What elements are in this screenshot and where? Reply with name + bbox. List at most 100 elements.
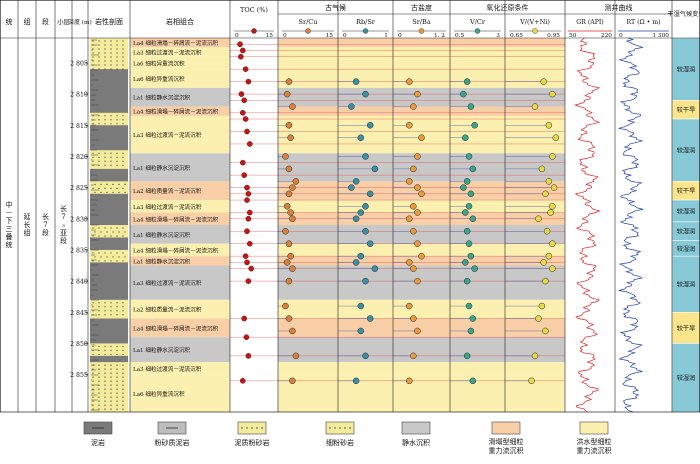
proxy-point-vcr — [463, 78, 471, 85]
litho-dot — [92, 40, 94, 42]
facies-label: La3 细粒过渡流－泥流沉积 — [133, 203, 202, 211]
litho-dot — [122, 400, 124, 402]
header-xiaoceng: 小层 — [57, 17, 70, 26]
litho-dot — [116, 56, 118, 58]
litho-dot — [110, 60, 112, 62]
litho-dot — [98, 368, 100, 370]
litho-dot — [122, 48, 124, 50]
litho-dot — [104, 187, 106, 189]
litho-dot — [92, 372, 94, 374]
proxy-point-rbsr — [357, 134, 365, 141]
axis-min-vcr: 0.5 — [455, 33, 465, 39]
litho-dot — [98, 380, 100, 382]
litho-dot — [110, 123, 112, 125]
strat-xi-char: 统 — [6, 240, 13, 249]
litho-dot — [116, 368, 118, 370]
proxy-point-srcu — [289, 215, 296, 223]
legend-dot — [349, 427, 351, 429]
litho-dot — [98, 408, 100, 410]
toc-point — [242, 116, 249, 122]
litho-dot — [104, 404, 106, 406]
proxy-point-vcr — [463, 352, 471, 360]
proxy-point-vvni — [538, 165, 546, 173]
litho-dot — [118, 191, 120, 193]
litho-dot — [104, 115, 106, 117]
legend-label: 泥质粉砂岩 — [235, 438, 270, 447]
axis-max-srcu: 15 — [326, 33, 334, 39]
climate-label: 较干旱 — [677, 187, 696, 195]
litho-dot — [116, 260, 118, 262]
depth-tick-label: 2 835 — [70, 247, 88, 254]
legend-label: 泥岩 — [91, 438, 105, 447]
litho-dot — [92, 392, 94, 394]
litho-dot — [104, 368, 106, 370]
proxy-point-srba — [406, 122, 413, 129]
litho-dot — [98, 156, 100, 158]
facies-label: La4 细粒滑塌－碎屑流－泥流沉积 — [133, 108, 219, 116]
litho-dot — [104, 164, 106, 166]
facies-label: La1 细粒静水沉淀沉积 — [133, 164, 191, 172]
proxy-point-vcr — [467, 252, 475, 260]
toc-point — [244, 197, 250, 203]
proxy-point-srcu — [289, 327, 296, 335]
litho-dot — [122, 187, 124, 189]
proxy-point-rbsr — [357, 209, 365, 216]
proxy-point-srcu — [285, 78, 293, 85]
proxy-point-srba — [406, 78, 413, 85]
litho-dot — [122, 388, 124, 390]
litho-dot — [92, 156, 94, 158]
facies-band — [130, 115, 565, 154]
litho-dot — [92, 123, 94, 125]
litho-dot — [104, 64, 106, 66]
toc-point — [244, 259, 250, 266]
proxy-point-vvni — [552, 134, 560, 141]
litho-dot — [116, 152, 118, 154]
header-duan: 段 — [42, 17, 49, 26]
litho-dot — [92, 353, 94, 356]
toc-point — [238, 53, 244, 60]
litho-dot — [98, 392, 100, 394]
proxy-point-srcu — [283, 259, 291, 266]
legend-label-line2: 重力流沉积 — [577, 446, 612, 455]
litho-dot — [110, 368, 112, 370]
litho-dot — [92, 60, 94, 62]
legend-dot — [334, 427, 336, 429]
litho-dot — [116, 252, 118, 254]
litho-dot — [110, 187, 112, 189]
proxy-point-srba — [414, 90, 421, 98]
litho-dot — [116, 314, 118, 316]
climate-label: 较湿润 — [677, 245, 696, 253]
facies-band — [130, 337, 565, 363]
facies-label: La1 细粒静水沉淀沉积 — [133, 257, 191, 265]
litho-dot — [106, 231, 108, 233]
axis-marker-srba — [418, 28, 425, 34]
litho-dot — [122, 235, 124, 237]
litho-dot — [104, 310, 106, 312]
proxy-point-srcu — [289, 184, 296, 191]
litho-dot — [110, 404, 112, 406]
litho-dot — [92, 302, 94, 304]
proxy-point-srba — [414, 153, 421, 160]
proxy-point-vvni — [542, 190, 549, 198]
header-facies: 岩相组合 — [166, 17, 194, 26]
litho-dot — [104, 156, 106, 158]
header-paleoclimate: 古气候 — [325, 3, 346, 12]
toc-point — [248, 265, 254, 272]
proxy-point-vcr — [463, 178, 471, 185]
litho-dot — [110, 384, 112, 386]
litho-dot — [98, 388, 100, 390]
facies-label: La6 细粒异重流沉积 — [133, 75, 185, 83]
proxy-point-vvni — [549, 90, 556, 98]
litho-dot — [98, 44, 100, 46]
litho-dot — [122, 310, 124, 312]
toc-point — [245, 215, 252, 222]
litho-dot — [122, 380, 124, 382]
axis-max-srba: 1. 2 — [434, 33, 445, 39]
litho-dot — [124, 256, 126, 258]
toc-point — [239, 378, 246, 384]
proxy-point-vcr — [462, 259, 469, 266]
proxy-point-vvni — [545, 122, 553, 129]
proxy-point-rbsr — [352, 377, 360, 385]
litho-dot — [112, 191, 114, 193]
